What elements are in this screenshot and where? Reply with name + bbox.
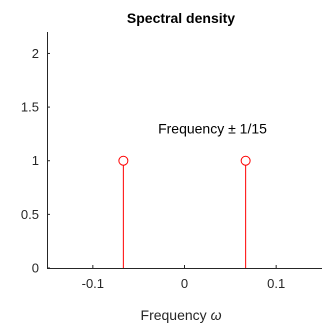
x-tick-label: -0.1 bbox=[82, 276, 104, 291]
x-axis-label: Frequency ω bbox=[141, 307, 222, 323]
frequency-annotation: Frequency ± 1/15 bbox=[158, 121, 267, 137]
x-tick-label: 0 bbox=[181, 276, 188, 291]
x-axis-label-text: Frequency bbox=[141, 307, 211, 323]
stem-marker bbox=[118, 155, 129, 166]
x-axis-ticks: -0.1 0 0.1 bbox=[82, 265, 285, 291]
y-tick-label: 0.5 bbox=[21, 207, 39, 222]
plot-area bbox=[118, 155, 251, 268]
chart-title: Spectral density bbox=[127, 10, 235, 26]
x-axis-label-omega: ω bbox=[211, 307, 222, 323]
y-tick-label: 2 bbox=[32, 46, 39, 61]
x-tick-label: 0.1 bbox=[267, 276, 285, 291]
y-axis-ticks: 0 0.5 1 1.5 2 bbox=[21, 46, 50, 276]
y-tick-label: 1.5 bbox=[21, 100, 39, 115]
y-tick-label: 1 bbox=[32, 153, 39, 168]
stem-marker bbox=[240, 155, 251, 166]
y-tick-label: 0 bbox=[32, 261, 39, 276]
